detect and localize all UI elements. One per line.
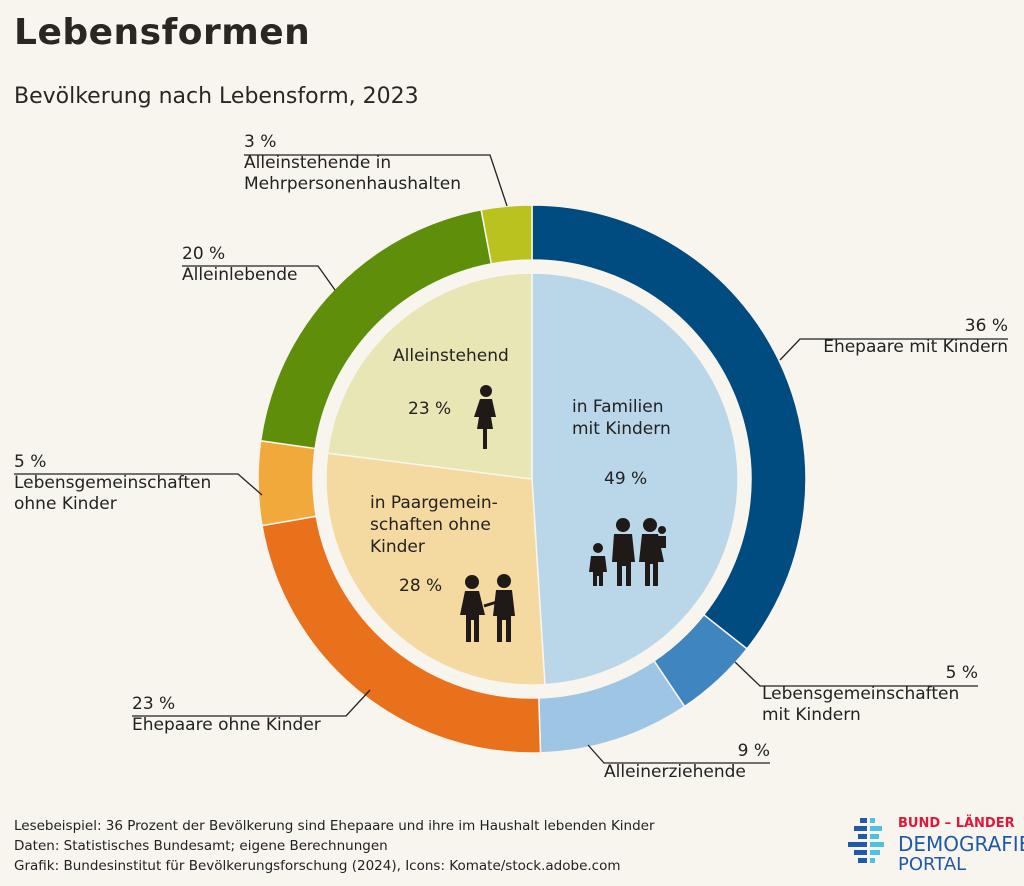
slice-lebensgemeinschaften-ohne-kinder (257, 439, 318, 527)
logo-line1: BUND – LÄNDER (898, 816, 1015, 831)
value-label: 3 % (244, 132, 277, 152)
slice-in-familien-mit-kindern (531, 272, 739, 686)
footer-graphic: Grafik: Bundesinstitut für Bevölkerungsf… (14, 858, 621, 874)
label-alleinerziehende: 9 % Alleinerziehende (604, 741, 770, 783)
inner-value-paare: 28 % (399, 576, 443, 596)
value-label: 9 % (737, 741, 770, 761)
slice-ehepaare-mit-kindern (531, 204, 807, 650)
logo-line3: PORTAL (898, 854, 967, 875)
category-label: Ehepaare ohne Kinder (132, 715, 321, 735)
slice-alleinstehende-in-mehrpersonenhaushalten (480, 204, 533, 265)
value-label: 23 % (132, 694, 176, 714)
label-lg-ohne-kinder: 5 % Lebensgemeinschaften ohne Kinder (14, 452, 211, 515)
subtitle: Bevölkerung nach Lebensform, 2023 (14, 84, 419, 109)
label-ehepaare-ohne-kinder: 23 % Ehepaare ohne Kinder (132, 694, 321, 736)
footer-example: Lesebeispiel: 36 Prozent der Bevölkerung… (14, 818, 655, 834)
category-label: Ehepaare mit Kindern (823, 337, 1008, 357)
woman-icon (474, 385, 496, 449)
label-ehepaare-mit-kindern: 36 % Ehepaare mit Kindern (808, 316, 1008, 358)
logo-mark (848, 818, 884, 863)
category-label: Alleinerziehende (604, 762, 746, 782)
category-label: Alleinlebende (182, 265, 298, 285)
label-alleinstehende-mph: 3 % Alleinstehende in Mehrpersonenhaushalt… (244, 132, 461, 195)
value-label: 36 % (964, 316, 1008, 336)
page-title: Lebensformen (14, 12, 311, 53)
couple-icon (460, 574, 515, 642)
category-label: Alleinstehende in Mehrpersonenhaushalten (244, 153, 462, 194)
label-alleinlebende: 20 % Alleinlebende (182, 244, 298, 286)
leader-lines (14, 154, 1008, 764)
family-icon (589, 518, 666, 586)
category-label: Lebensgemeinschaften mit Kindern (762, 684, 960, 725)
inner-label-alleinstehend: Alleinstehend (393, 346, 509, 366)
logo-line2: DEMOGRAFIE (898, 832, 1024, 856)
inner-label-familien: in Familien mit Kindern (572, 397, 671, 439)
label-lg-mit-kindern: 5 % Lebensgemeinschaften mit Kindern (762, 663, 978, 726)
value-label: 5 % (945, 663, 978, 683)
value-label: 5 % (14, 452, 47, 472)
demografie-portal-logo: BUND – LÄNDER DEMOGRAFIE PORTAL (846, 812, 1024, 876)
value-label: 20 % (182, 244, 226, 264)
inner-label-paare: in Paargemein-schaften ohne Kinder (370, 493, 498, 557)
inner-value-familien: 49 % (604, 469, 648, 489)
footer-data: Daten: Statistisches Bundesamt; eigene B… (14, 838, 388, 854)
category-label: Lebensgemeinschaften ohne Kinder (14, 473, 212, 514)
slice-in-paargemein-schaften-ohne-kinder (325, 452, 546, 686)
inner-value-alleinstehend: 23 % (408, 399, 452, 419)
